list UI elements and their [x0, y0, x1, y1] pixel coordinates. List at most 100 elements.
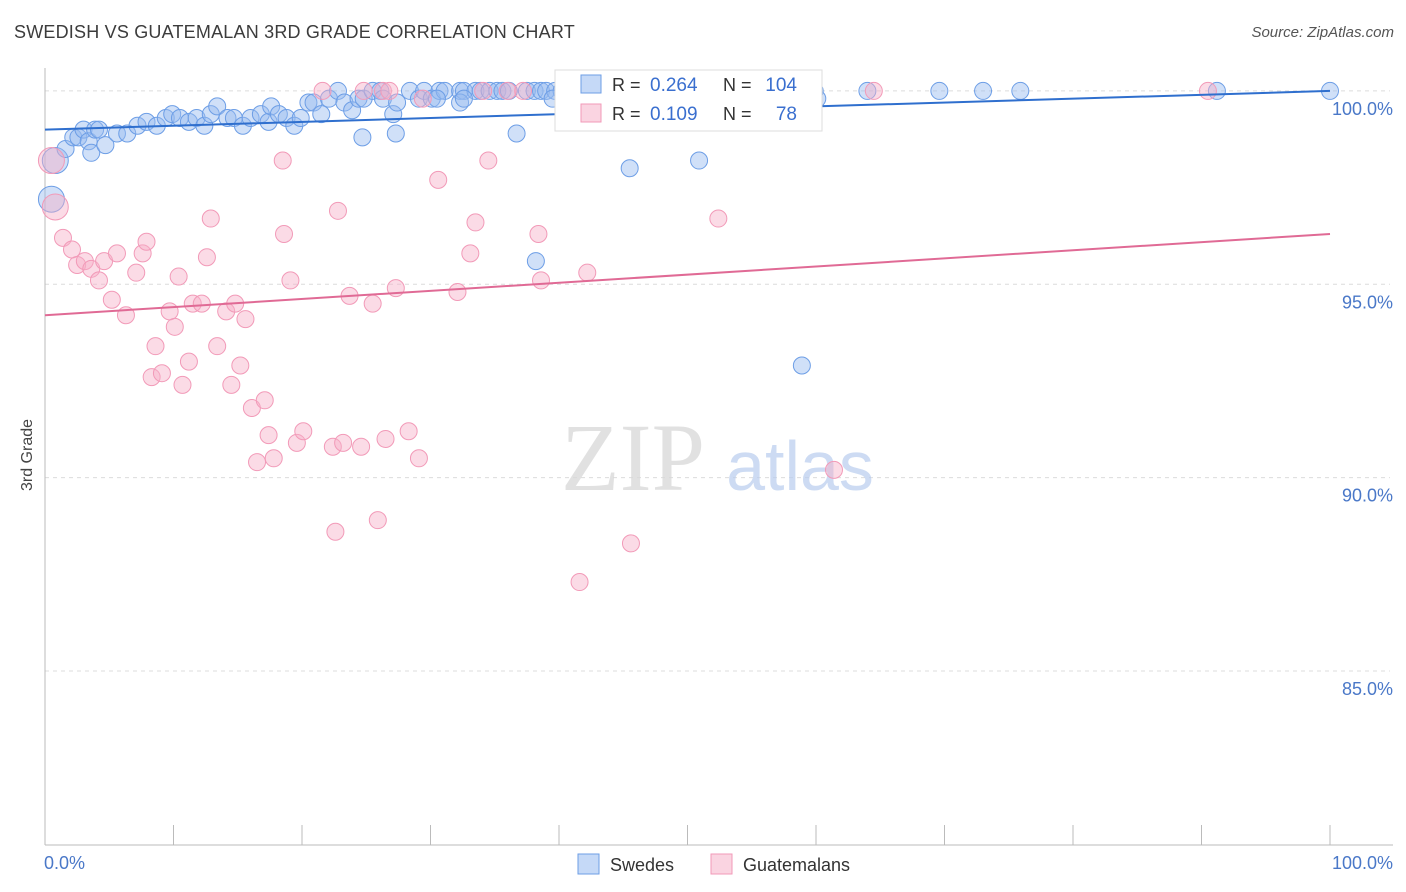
- guatemalans-point: [328, 201, 347, 220]
- guatemalans-point: [201, 209, 220, 228]
- guatemalans-point: [173, 375, 192, 394]
- swedes-point: [79, 132, 98, 151]
- guatemalans-point: [323, 437, 342, 456]
- guatemalans-point: [192, 294, 211, 313]
- guatemalans-point: [197, 248, 216, 267]
- guatemalans-point: [326, 522, 345, 541]
- x-tick-label-min: 0.0%: [44, 853, 85, 873]
- guatemalans-point: [127, 263, 146, 282]
- guatemalans-point: [133, 244, 152, 263]
- guatemalans-point: [264, 449, 283, 468]
- swedes-point: [201, 105, 220, 124]
- swedes-point: [335, 93, 354, 112]
- guatemalans-point: [413, 89, 432, 108]
- swedes-point: [262, 97, 281, 116]
- legend-label: Swedes: [610, 855, 674, 875]
- guatemalans-point: [281, 271, 300, 290]
- swedes-point: [241, 109, 260, 128]
- guatemalans-point: [294, 422, 313, 441]
- data-points: [37, 81, 1339, 592]
- swedes-point: [507, 124, 526, 143]
- swedes-point: [89, 120, 108, 139]
- swedes-point: [493, 81, 512, 100]
- chart-title: SWEDISH VS GUATEMALAN 3RD GRADE CORRELAT…: [14, 22, 575, 42]
- guatemalans-point: [273, 151, 292, 170]
- stats-n-value: 78: [776, 104, 797, 125]
- swedes-point: [454, 89, 473, 108]
- stats-r-value: 0.109: [650, 104, 698, 125]
- source-credit: Source: ZipAtlas.com: [1251, 24, 1394, 41]
- guatemalans-point: [89, 271, 108, 290]
- guatemalans-point: [578, 263, 597, 282]
- guatemalans-point: [354, 81, 373, 100]
- swedes-point: [858, 81, 877, 100]
- guatemalans-point: [275, 225, 294, 244]
- guatemalans-point: [287, 433, 306, 452]
- guatemalans-point: [409, 449, 428, 468]
- swedes-point: [299, 93, 318, 112]
- swedes-point: [291, 109, 310, 128]
- stats-swatch: [580, 74, 602, 94]
- swedes-point: [82, 143, 101, 162]
- stats-r-label: R =: [612, 75, 641, 95]
- swedes-point: [187, 109, 206, 128]
- guatemalans-point: [570, 573, 589, 592]
- guatemalans-point: [152, 364, 171, 383]
- guatemalans-point: [363, 294, 382, 313]
- guatemalans-point: [255, 391, 274, 410]
- series-legend: Swedes Guatemalans: [577, 853, 850, 875]
- swedes-point: [690, 151, 709, 170]
- swedes-point: [218, 109, 237, 128]
- swedes-point: [233, 116, 252, 135]
- guatemalans-point: [380, 81, 399, 100]
- guatemalans-point: [222, 375, 241, 394]
- swedes-point: [354, 89, 373, 108]
- swedes-point: [319, 89, 338, 108]
- guatemalans-point: [461, 244, 480, 263]
- stats-n-label: N =: [723, 104, 752, 124]
- guatemalans-point: [466, 213, 485, 232]
- swedes-point: [96, 136, 115, 155]
- y-tick-label: 100.0%: [1332, 99, 1393, 119]
- stats-n-value: 104: [765, 75, 797, 96]
- watermark-zip: ZIP: [561, 404, 705, 511]
- guatemalans-point: [399, 422, 418, 441]
- swedes-point: [427, 89, 446, 108]
- guatemalans-point: [236, 310, 255, 329]
- guatemalans-point: [824, 460, 843, 479]
- guatemalans-point: [169, 267, 188, 286]
- guatemalans-point: [102, 290, 121, 309]
- y-tick-label: 95.0%: [1342, 292, 1393, 312]
- swedes-point: [208, 97, 227, 116]
- guatemalans-point: [160, 302, 179, 321]
- legend-swatch: [577, 853, 600, 875]
- guatemalans-point: [864, 81, 883, 100]
- guatemalans-point: [498, 81, 517, 100]
- guatemalans-point: [137, 232, 156, 251]
- guatemalans-point: [37, 147, 65, 175]
- guatemalans-point: [376, 429, 395, 448]
- swedes-point: [37, 185, 65, 213]
- guatemalans-point: [231, 356, 250, 375]
- swedes-point: [353, 128, 372, 147]
- swedes-point: [526, 252, 545, 271]
- guatemalans-point: [334, 433, 353, 452]
- x-tick-label-max: 100.0%: [1332, 853, 1393, 873]
- guatemalans-point: [529, 225, 548, 244]
- guatemalans-point: [352, 437, 371, 456]
- swedes-point: [930, 81, 949, 100]
- guatemalans-point: [75, 252, 94, 271]
- stats-r-value: 0.264: [650, 75, 698, 96]
- legend-swatch: [710, 853, 733, 875]
- swedes-point: [107, 124, 126, 143]
- guatemalans-point: [479, 151, 498, 170]
- y-tick-labels: 100.0% 95.0% 90.0% 85.0%: [1332, 99, 1393, 699]
- guatemalans-point: [179, 352, 198, 371]
- stats-swatch: [580, 103, 602, 123]
- swedes-point: [620, 159, 639, 178]
- guatemalans-point: [532, 271, 551, 290]
- swedes-point: [792, 356, 811, 375]
- watermark-atlas: atlas: [726, 427, 874, 505]
- swedes-point: [118, 124, 137, 143]
